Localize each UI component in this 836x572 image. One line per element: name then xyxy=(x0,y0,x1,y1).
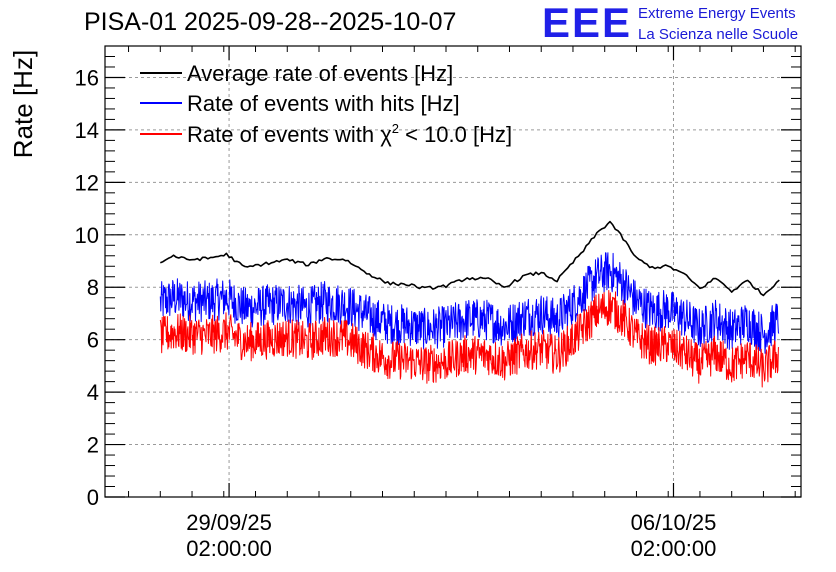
y-axis-label: Rate [Hz] xyxy=(8,50,38,158)
series-rate-hits xyxy=(159,252,780,354)
chart-title: PISA-01 2025-09-28--2025-10-07 xyxy=(84,8,457,36)
logo-letters: EEE xyxy=(542,0,633,46)
legend-label-chi2: Rate of events with χ2 < 10.0 [Hz] xyxy=(187,121,512,147)
legend: Average rate of events [Hz] Rate of even… xyxy=(140,61,512,147)
axes: 024681012141629/09/2502:00:0006/10/2502:… xyxy=(75,46,801,561)
series-layer xyxy=(159,220,780,388)
y-tick-label: 12 xyxy=(75,170,99,195)
legend-chi2-sup: 2 xyxy=(392,121,399,136)
y-tick-label: 8 xyxy=(87,275,99,300)
y-tick-label: 4 xyxy=(87,380,99,405)
y-tick-label: 16 xyxy=(75,65,99,90)
y-tick-label: 6 xyxy=(87,328,99,353)
y-tick-label: 0 xyxy=(87,485,99,510)
plot-frame xyxy=(104,45,802,498)
logo-line-1: Extreme Energy Events xyxy=(638,5,796,22)
grid xyxy=(105,46,801,497)
x-tick-label-time: 02:00:00 xyxy=(186,536,272,561)
eee-logo: EEE Extreme Energy Events La Scienza nel… xyxy=(542,2,834,46)
y-tick-label: 10 xyxy=(75,223,99,248)
x-tick-label-time: 02:00:00 xyxy=(631,536,717,561)
legend-label-avg: Average rate of events [Hz] xyxy=(187,61,453,86)
y-tick-label: 14 xyxy=(75,118,99,143)
x-tick-label-date: 29/09/25 xyxy=(186,510,272,535)
logo-line-2: La Scienza nelle Scuole xyxy=(638,26,799,43)
series-rate-chi2 xyxy=(159,290,780,388)
legend-chi2-prefix: Rate of events with χ xyxy=(187,122,392,147)
legend-chi2-suffix: < 10.0 [Hz] xyxy=(399,122,512,147)
series-average-rate xyxy=(160,220,780,297)
x-tick-label-date: 06/10/25 xyxy=(631,510,717,535)
legend-label-hits: Rate of events with hits [Hz] xyxy=(187,91,460,116)
y-tick-label: 2 xyxy=(87,433,99,458)
